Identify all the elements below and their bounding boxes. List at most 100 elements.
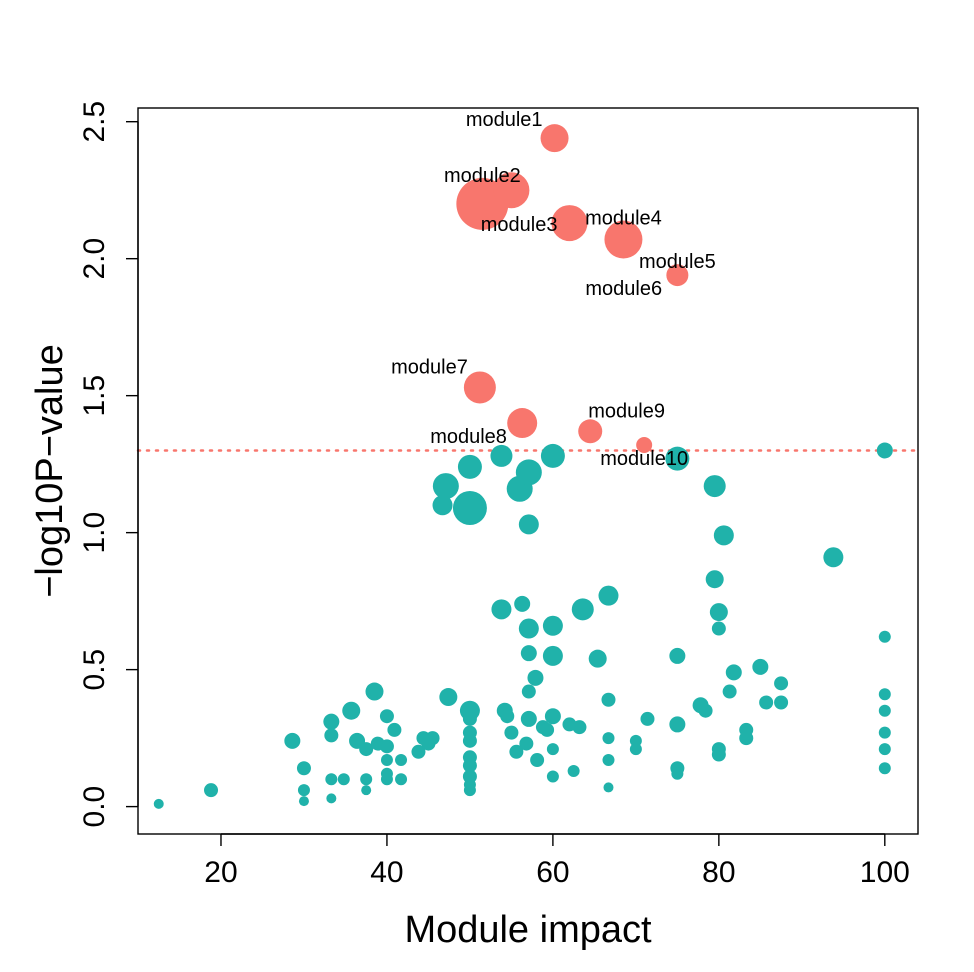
data-point	[457, 454, 482, 479]
point-label-module2: module2	[444, 165, 521, 187]
x-tick-label: 60	[536, 856, 569, 889]
significant-point	[604, 220, 643, 259]
data-point	[326, 793, 337, 804]
data-point	[703, 475, 726, 498]
data-point	[709, 603, 728, 622]
data-point	[752, 658, 769, 675]
data-point	[722, 684, 737, 699]
data-point	[598, 585, 619, 606]
data-point	[665, 446, 690, 471]
data-point	[540, 722, 555, 737]
data-point	[602, 754, 615, 767]
significant-point	[507, 408, 538, 439]
data-point	[432, 495, 453, 516]
data-point	[425, 731, 440, 746]
point-label-module10: module10	[600, 448, 688, 470]
data-point	[759, 695, 774, 710]
y-tick-label: 0.5	[78, 649, 111, 691]
data-point	[669, 647, 686, 664]
data-point	[411, 744, 426, 759]
data-point	[361, 785, 372, 796]
x-axis-title: Module impact	[404, 909, 652, 951]
data-point	[774, 695, 789, 710]
point-label-module9: module9	[588, 400, 665, 422]
data-point	[876, 442, 893, 459]
data-point	[298, 796, 309, 807]
data-point	[601, 692, 616, 707]
data-point	[462, 733, 477, 748]
data-point	[542, 645, 563, 666]
data-point	[462, 758, 477, 773]
data-point	[387, 722, 402, 737]
data-point	[711, 621, 726, 636]
point-labels: module1 module2 module3 module4 module5 modul…	[391, 109, 716, 470]
point-label-module8: module8	[430, 426, 507, 448]
significant-point	[463, 371, 496, 404]
data-point	[380, 754, 393, 767]
data-point	[544, 708, 561, 725]
data-point	[588, 649, 607, 668]
data-point	[432, 473, 459, 500]
data-point	[452, 490, 487, 525]
data-point	[739, 731, 754, 746]
data-point	[698, 703, 713, 718]
x-tick-label: 100	[860, 856, 910, 889]
data-point	[380, 773, 393, 786]
data-point	[571, 598, 594, 621]
y-tick-label: 1.0	[78, 512, 111, 554]
data-point	[640, 711, 655, 726]
data-point	[342, 701, 361, 720]
data-point	[540, 443, 565, 468]
significant-point	[636, 436, 653, 453]
data-point	[297, 784, 310, 797]
data-point	[325, 773, 338, 786]
data-point	[463, 784, 476, 797]
point-label-module5: module5	[639, 251, 716, 273]
x-tick-label: 80	[702, 856, 735, 889]
x-tick-label: 40	[370, 856, 403, 889]
significant-point	[493, 172, 530, 209]
data-point	[572, 720, 587, 735]
data-point	[395, 773, 408, 786]
data-point	[284, 732, 301, 749]
data-point	[514, 595, 531, 612]
data-point	[379, 709, 394, 724]
data-point	[500, 709, 515, 724]
data-point	[518, 514, 539, 535]
point-label-module3: module3	[481, 214, 558, 236]
data-point	[671, 767, 684, 780]
data-point	[669, 716, 686, 733]
data-point	[878, 704, 891, 717]
data-point	[490, 444, 513, 467]
data-point	[439, 688, 458, 707]
data-point	[823, 547, 844, 568]
significant-point	[551, 205, 588, 242]
y-axis: 0.0 0.5 1.0 1.5 2.0 2.5	[78, 101, 139, 827]
point-label-module4: module4	[585, 208, 662, 230]
data-point	[337, 773, 350, 786]
data-point	[629, 743, 642, 756]
data-point	[878, 743, 891, 756]
data-point	[520, 710, 537, 727]
significant-point	[666, 264, 689, 287]
y-axis-title: −log10P−value	[29, 344, 71, 598]
data-point	[153, 798, 164, 809]
data-points	[153, 124, 893, 809]
data-point	[491, 599, 512, 620]
data-point	[713, 525, 734, 546]
data-point	[530, 753, 545, 768]
y-tick-label: 2.5	[78, 101, 111, 143]
data-point	[515, 459, 542, 486]
data-point	[711, 747, 726, 762]
data-point	[521, 684, 536, 699]
significant-point	[540, 124, 569, 153]
data-point	[360, 773, 373, 786]
data-point	[878, 726, 891, 739]
data-point	[567, 764, 580, 777]
data-point	[542, 615, 563, 636]
data-point	[520, 645, 537, 662]
data-point	[323, 713, 340, 730]
data-point	[725, 664, 742, 681]
data-point	[509, 744, 524, 759]
